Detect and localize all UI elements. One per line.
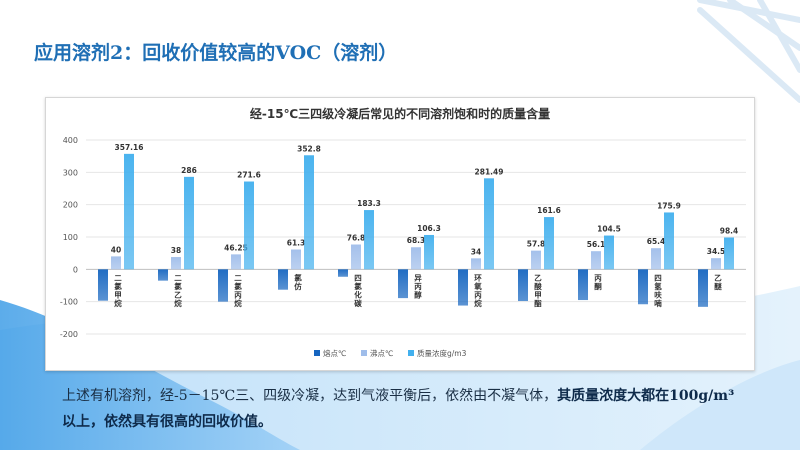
data-label: 175.9 [657, 201, 681, 210]
data-label: 183.3 [357, 199, 381, 208]
bar-melting-point [398, 269, 408, 299]
bar-melting-point [278, 269, 288, 290]
bar-mass-concentration [664, 212, 674, 270]
bar-boiling-point [351, 244, 361, 270]
data-label: 68.3 [407, 236, 426, 245]
y-tick-label: 0 [73, 265, 78, 274]
category-label: 异丙醇 [414, 273, 422, 299]
legend-label: 熔点℃ [323, 348, 346, 358]
data-label: 34.5 [707, 247, 726, 256]
bar-boiling-point [651, 248, 661, 270]
bar-mass-concentration [424, 234, 434, 270]
data-label: 46.25 [224, 243, 248, 252]
bar-boiling-point [111, 256, 121, 270]
y-tick-label: 400 [63, 136, 78, 145]
category-label: 丙酮 [594, 273, 602, 291]
bar-melting-point [638, 269, 648, 305]
data-label: 281.49 [475, 167, 504, 176]
category-label: 乙酸甲酯 [534, 273, 542, 308]
category-label: 二氯丙烷 [234, 273, 242, 308]
legend-swatch [314, 350, 320, 356]
bar-boiling-point [711, 258, 721, 270]
data-label: 104.5 [597, 225, 621, 234]
data-label: 98.4 [720, 227, 739, 236]
data-label: 56.1 [587, 240, 606, 249]
body-text-emphasis: 其质量浓度大都在100g/m³以上，依然具有很高的回收价值。 [62, 388, 735, 430]
data-label: 286 [181, 166, 197, 175]
y-tick-label: -200 [60, 330, 78, 339]
corner-leaf-decoration [697, 0, 800, 103]
bar-mass-concentration [244, 181, 254, 270]
data-label: 65.4 [647, 237, 666, 246]
data-label: 106.3 [417, 224, 441, 233]
category-label: 二氯乙烷 [174, 273, 182, 308]
data-label: 357.16 [115, 143, 144, 152]
bar-boiling-point [591, 251, 601, 270]
bar-mass-concentration [724, 237, 734, 270]
bar-mass-concentration [304, 155, 314, 270]
bar-boiling-point [231, 254, 241, 270]
bar-melting-point [338, 269, 348, 277]
body-text-plain: 上述有机溶剂，经-5－15℃三、四级冷凝，达到气液平衡后，依然由不凝气体， [62, 388, 558, 404]
bar-melting-point [578, 269, 588, 301]
category-label: 氯仿 [294, 272, 302, 291]
bar-melting-point [158, 269, 168, 281]
bar-melting-point [218, 269, 228, 302]
data-label: 352.8 [297, 144, 321, 153]
y-tick-label: 100 [63, 233, 78, 242]
bar-melting-point [518, 269, 528, 302]
legend-swatch [408, 350, 414, 356]
legend-swatch [361, 350, 367, 356]
data-label: 271.6 [237, 171, 261, 180]
category-label: 二氯甲烷 [114, 273, 122, 308]
category-label: 四氢呋喃 [654, 273, 662, 308]
chart-title: 经-15℃三四级冷凝后常见的不同溶剂饱和时的质量含量 [250, 106, 550, 121]
category-label: 乙醚 [714, 273, 722, 291]
bar-mass-concentration [604, 235, 614, 270]
data-label: 38 [171, 246, 181, 255]
data-label: 34 [471, 247, 481, 256]
bar-boiling-point [291, 249, 301, 270]
bar-mass-concentration [484, 178, 494, 270]
bar-boiling-point [171, 257, 181, 270]
y-tick-label: -100 [60, 298, 78, 307]
bar-boiling-point [411, 247, 421, 270]
bar-melting-point [698, 269, 708, 307]
legend-label: 沸点℃ [370, 348, 393, 358]
bar-mass-concentration [124, 153, 134, 270]
bar-mass-concentration [184, 176, 194, 270]
bar-chart: 经-15℃三四级冷凝后常见的不同溶剂饱和时的质量含量 400 300 200 100 0… [60, 106, 746, 358]
body-text: 上述有机溶剂，经-5－15℃三、四级冷凝，达到气液平衡后，依然由不凝气体，其质量… [62, 383, 742, 435]
data-label: 40 [111, 245, 121, 254]
category-label: 环氧丙烷 [473, 273, 482, 308]
category-label: 四氯化碳 [354, 273, 362, 308]
bar-mass-concentration [364, 210, 374, 270]
slide-title: 应用溶剂2：回收价值较高的VOC（溶剂） [34, 42, 398, 64]
data-label: 61.3 [287, 239, 306, 248]
bar-boiling-point [471, 258, 481, 270]
background-wave-right [640, 360, 800, 450]
data-label: 161.6 [537, 206, 561, 215]
chart-container: 经-15℃三四级冷凝后常见的不同溶剂饱和时的质量含量 400 300 200 100 0… [45, 97, 755, 371]
bar-melting-point [98, 269, 108, 301]
data-label: 76.8 [347, 234, 366, 243]
legend-label: 质量浓度g/m3 [417, 348, 467, 358]
bar-melting-point [458, 269, 468, 306]
bar-mass-concentration [544, 217, 554, 270]
bar-boiling-point [531, 250, 541, 270]
y-tick-label: 200 [63, 201, 78, 210]
data-label: 57.8 [527, 240, 546, 249]
y-tick-label: 300 [63, 168, 78, 177]
